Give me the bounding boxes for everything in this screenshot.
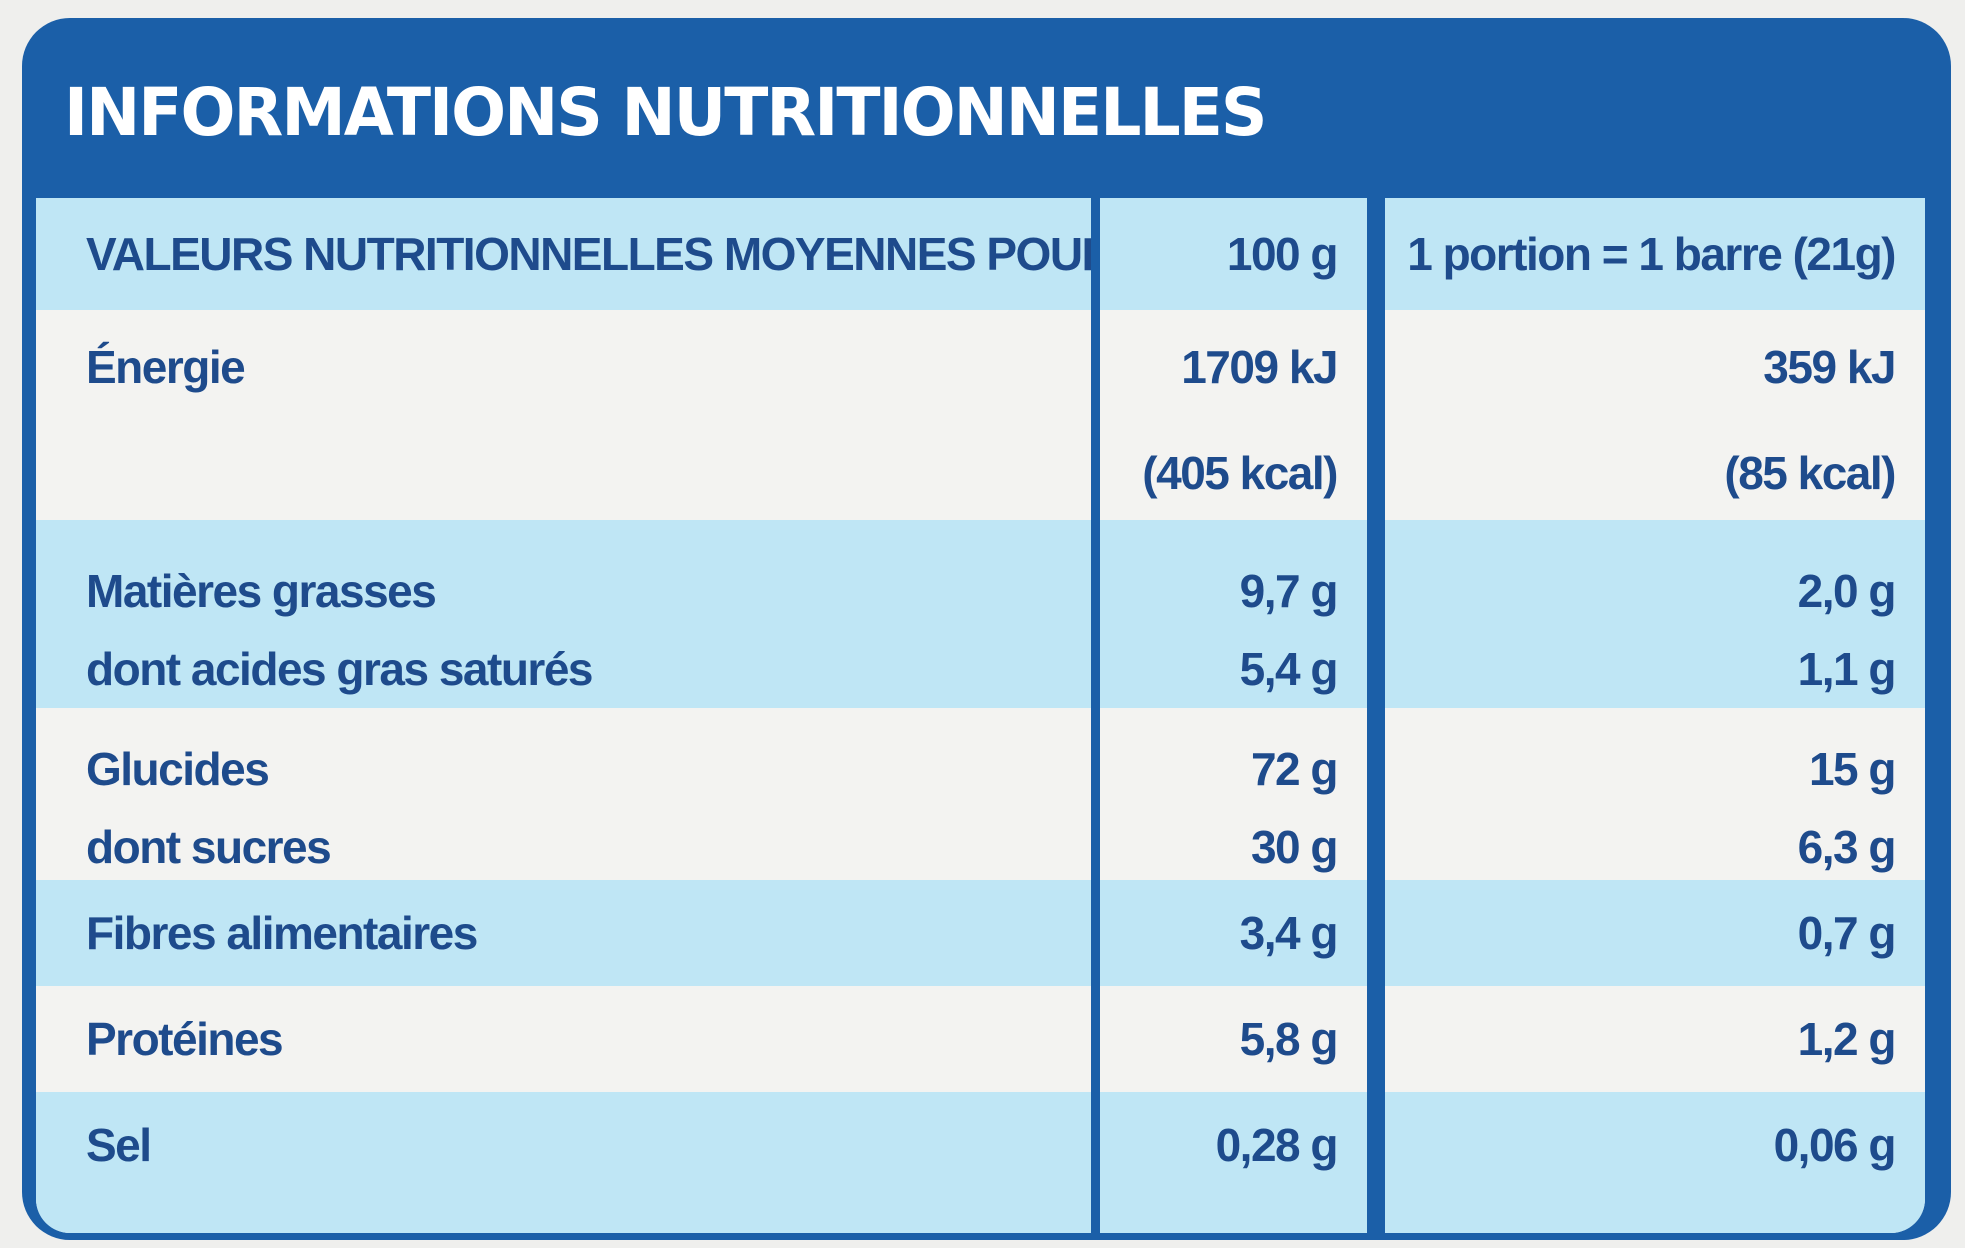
- nutrient-label-protein: Protéines: [86, 1013, 284, 1065]
- nutrient-label-saturated-fat: dont acides gras saturés: [86, 643, 593, 695]
- value-energy-kj: 1709 kJ: [1181, 341, 1338, 393]
- nutrient-label-fat: Matières grasses: [86, 565, 437, 617]
- value-sugars: 6,3 g: [1797, 821, 1897, 873]
- nutrient-label-carbohydrates: Glucides: [86, 743, 270, 795]
- table-row: 359 kJ (85 kcal): [1385, 310, 1925, 520]
- per-portion-column: 1 portion = 1 barre (21g) 359 kJ (85 kca…: [1385, 198, 1925, 1233]
- table-row: 1,2 g: [1385, 986, 1925, 1092]
- table-row: Matières grasses dont acides gras saturé…: [36, 520, 1091, 708]
- table-row: 2,0 g 1,1 g: [1385, 520, 1925, 708]
- value-energy-kcal: (405 kcal): [1142, 447, 1338, 499]
- table-row: 1709 kJ (405 kcal): [1100, 310, 1367, 520]
- value-protein: 5,8 g: [1239, 1013, 1339, 1065]
- header-row: 100 g: [1100, 198, 1367, 310]
- table-row: Fibres alimentaires: [36, 880, 1091, 986]
- table-row: Protéines: [36, 986, 1091, 1092]
- header-row: 1 portion = 1 barre (21g): [1385, 198, 1925, 310]
- table-row: 0,28 g: [1100, 1092, 1367, 1233]
- table-row: 9,7 g 5,4 g: [1100, 520, 1367, 708]
- value-fibre: 3,4 g: [1239, 907, 1339, 959]
- value-energy-kj: 359 kJ: [1763, 341, 1896, 393]
- value-carbohydrates: 72 g: [1250, 743, 1339, 795]
- value-salt: 0,28 g: [1215, 1119, 1339, 1171]
- nutrition-panel: INFORMATIONS NUTRITIONNELLES VALEURS NUT…: [22, 18, 1951, 1240]
- value-carbohydrates: 15 g: [1808, 743, 1897, 795]
- nutrient-label-salt: Sel: [86, 1119, 152, 1171]
- table-row: 15 g 6,3 g: [1385, 708, 1925, 880]
- table-row: 0,06 g: [1385, 1092, 1925, 1233]
- nutrient-label-column: VALEURS NUTRITIONNELLES MOYENNES POUR Én…: [36, 198, 1091, 1233]
- nutrient-label-fibre: Fibres alimentaires: [86, 907, 478, 959]
- value-salt: 0,06 g: [1773, 1119, 1897, 1171]
- table-row: Énergie: [36, 310, 1091, 520]
- per-100g-column: 100 g 1709 kJ (405 kcal) 9,7 g 5,4 g 72 …: [1100, 198, 1367, 1233]
- value-saturated-fat: 5,4 g: [1239, 643, 1339, 695]
- header-portion: 1 portion = 1 barre (21g): [1407, 228, 1896, 280]
- value-saturated-fat: 1,1 g: [1797, 643, 1897, 695]
- header-label: VALEURS NUTRITIONNELLES MOYENNES POUR: [86, 228, 1091, 280]
- value-fat: 2,0 g: [1797, 565, 1897, 617]
- value-sugars: 30 g: [1250, 821, 1339, 873]
- table-row: 72 g 30 g: [1100, 708, 1367, 880]
- nutrient-label-sugars: dont sucres: [86, 821, 332, 873]
- table-row: 3,4 g: [1100, 880, 1367, 986]
- header-100g: 100 g: [1226, 228, 1339, 280]
- table-row: 0,7 g: [1385, 880, 1925, 986]
- value-protein: 1,2 g: [1797, 1013, 1897, 1065]
- table-row: Glucides dont sucres: [36, 708, 1091, 880]
- nutrient-label-energy: Énergie: [86, 341, 246, 393]
- value-energy-kcal: (85 kcal): [1724, 447, 1896, 499]
- value-fat: 9,7 g: [1239, 565, 1339, 617]
- value-fibre: 0,7 g: [1797, 907, 1897, 959]
- panel-title: INFORMATIONS NUTRITIONNELLES: [64, 74, 1268, 151]
- table-row: 5,8 g: [1100, 986, 1367, 1092]
- header-row: VALEURS NUTRITIONNELLES MOYENNES POUR: [36, 198, 1091, 310]
- table-row: Sel: [36, 1092, 1091, 1233]
